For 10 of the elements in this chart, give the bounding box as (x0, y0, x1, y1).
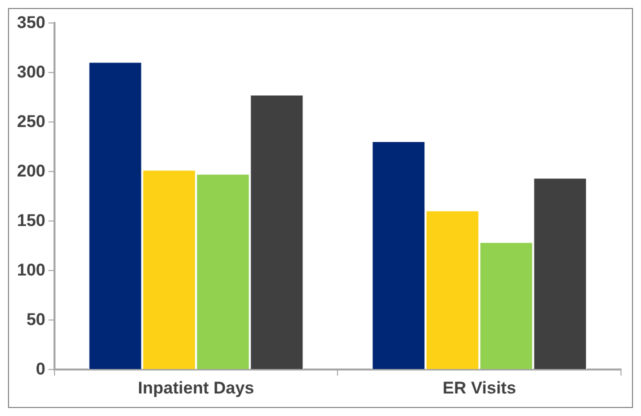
y-tick-label: 100 (16, 260, 46, 280)
y-tick-label: 150 (16, 210, 46, 230)
y-tick-label: 300 (16, 62, 46, 82)
y-tick-label: 350 (16, 12, 46, 32)
x-tick-label: Inpatient Days (138, 378, 254, 398)
y-tick-label: 0 (36, 359, 46, 378)
x-tick-label: ER Visits (442, 378, 516, 398)
y-tick-label: 200 (16, 161, 46, 180)
y-tick-label: 250 (16, 112, 46, 131)
y-tick-label: 50 (26, 310, 46, 329)
